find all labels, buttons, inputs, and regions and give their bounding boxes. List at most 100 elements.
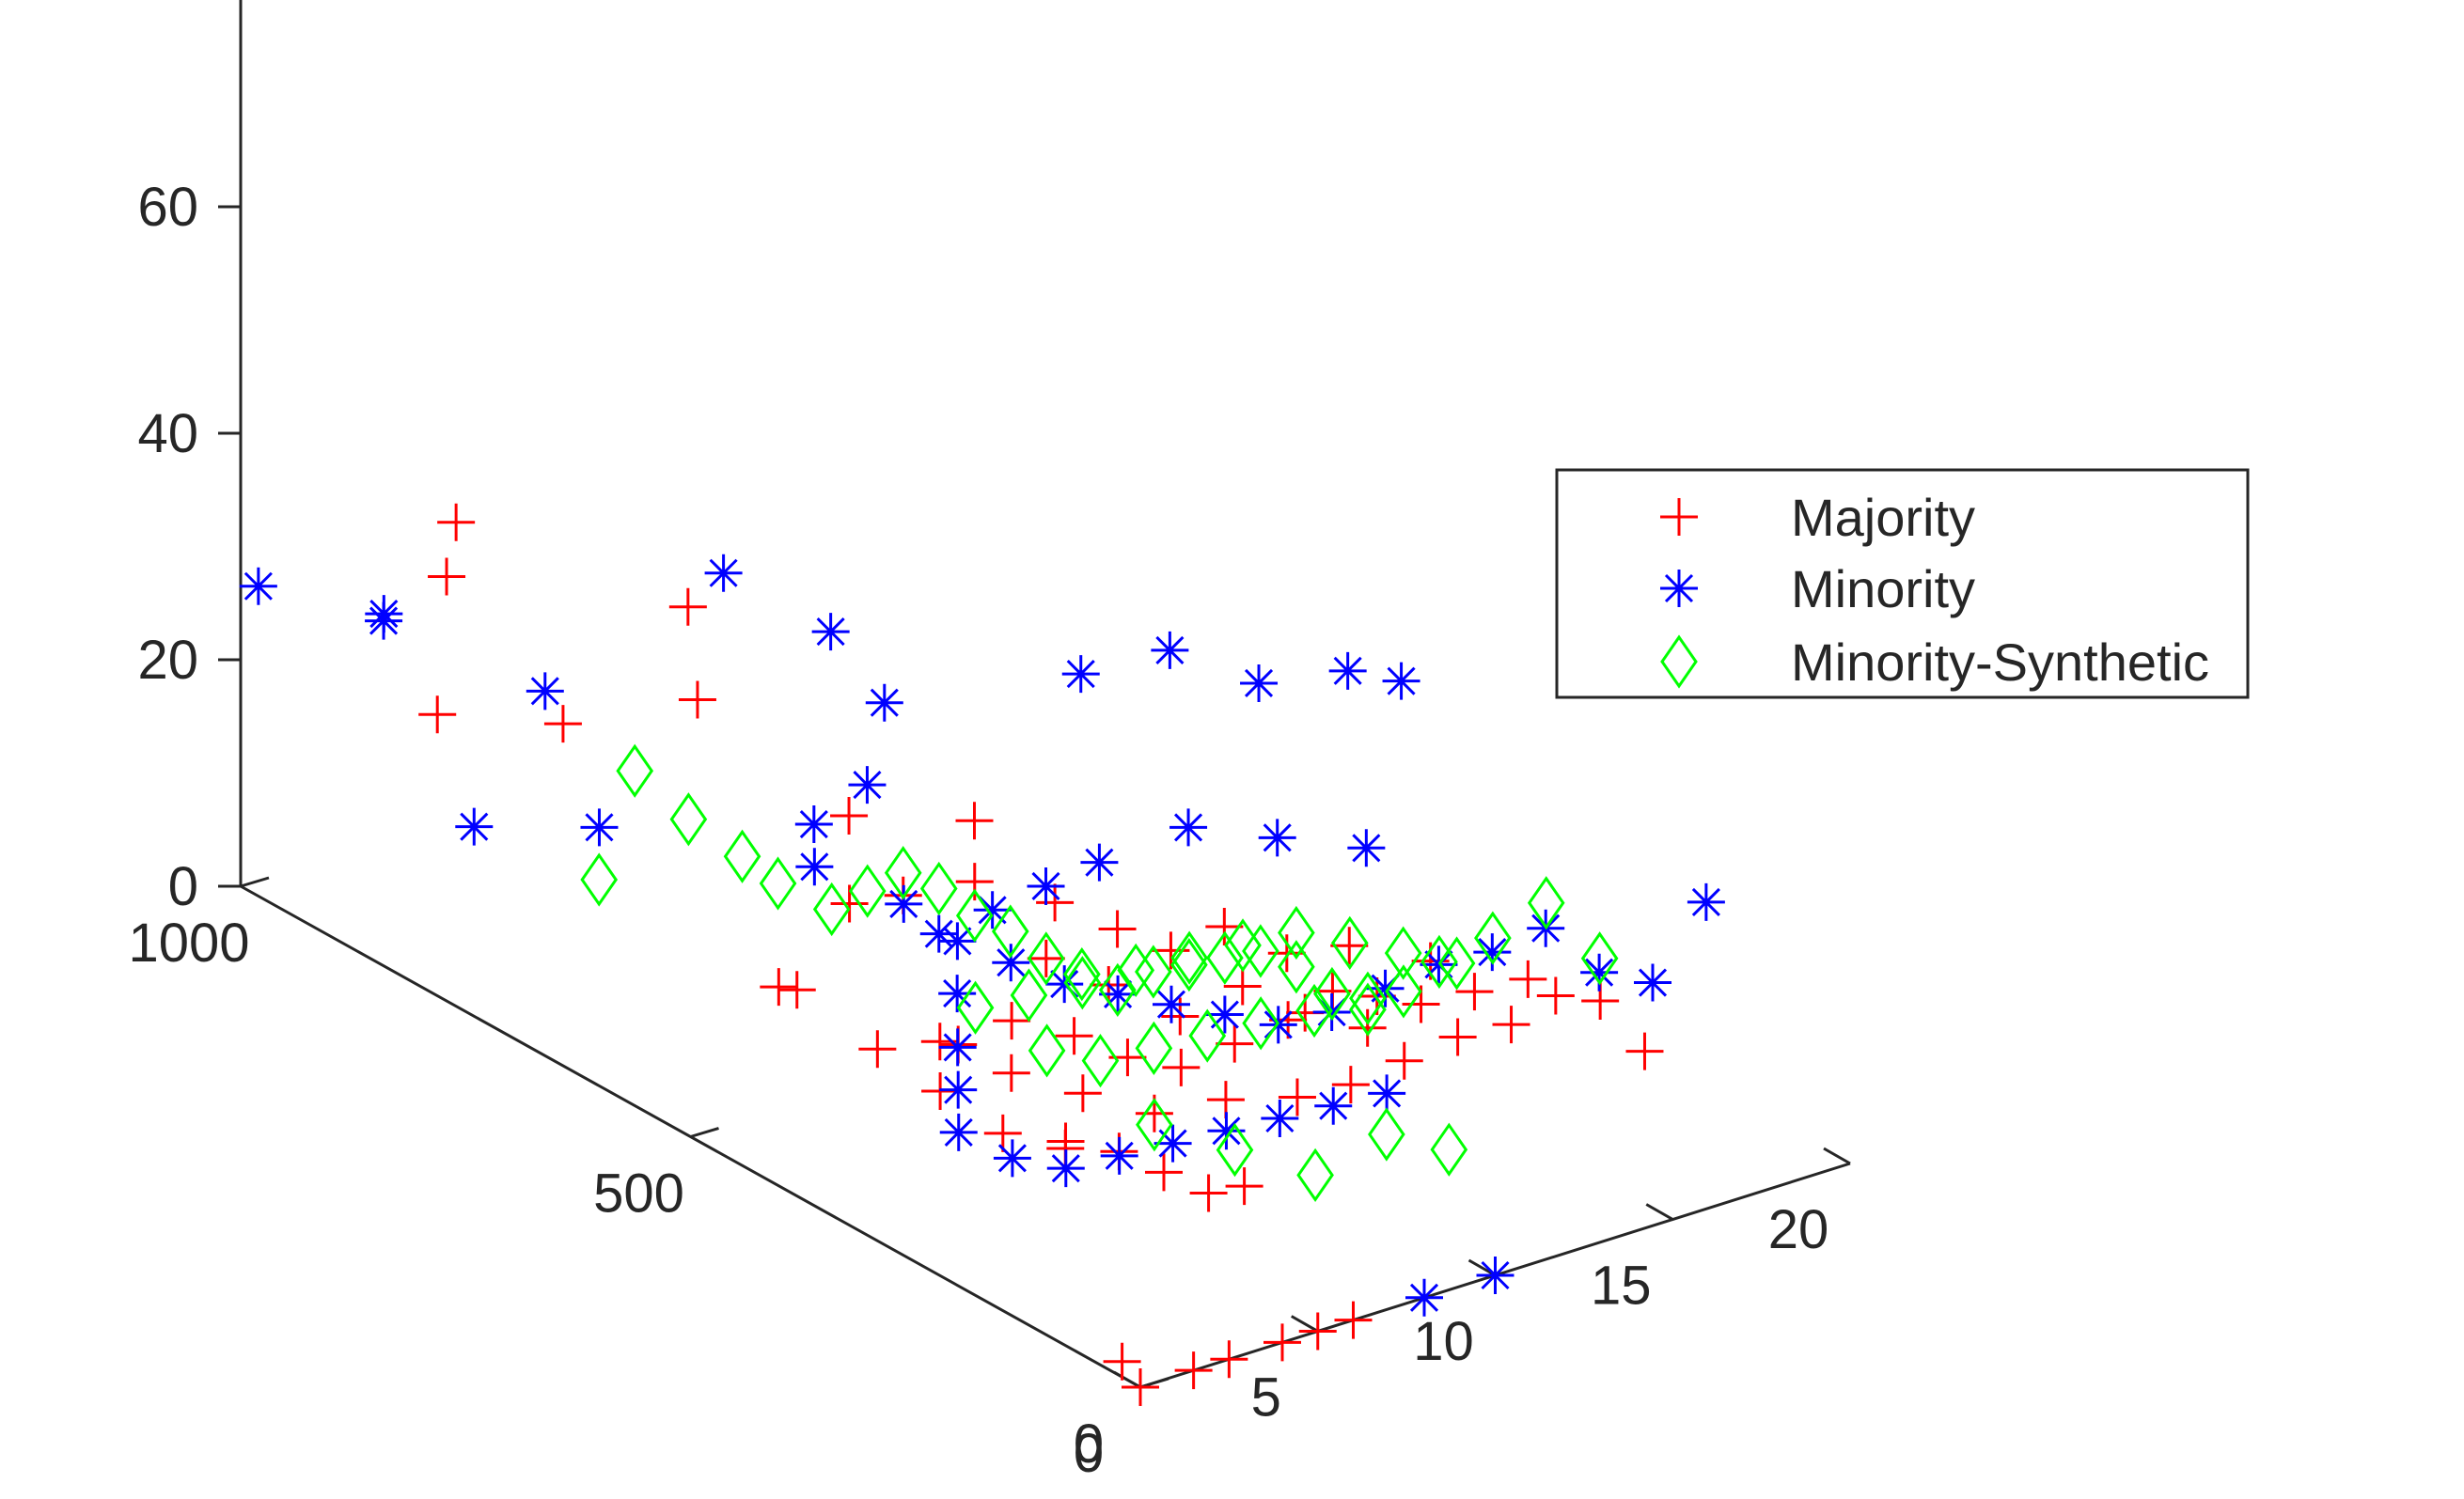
point-majority (1162, 1048, 1201, 1086)
point-minority-synthetic (1081, 1034, 1120, 1088)
point-minority (1169, 808, 1208, 847)
point-minority (365, 601, 403, 640)
point-minority (794, 805, 833, 844)
point-minority (1152, 985, 1190, 1023)
point-majority (1103, 1342, 1141, 1381)
point-minority (1687, 882, 1725, 921)
point-minority-synthetic (1224, 918, 1262, 973)
point-majority (1625, 1032, 1664, 1070)
point-majority (437, 503, 476, 541)
z-tick-label: 40 (137, 403, 198, 464)
point-minority-synthetic (1278, 905, 1315, 960)
point-minority-synthetic (1295, 983, 1333, 1038)
point-minority (973, 891, 1012, 929)
point-minority (885, 884, 923, 923)
point-minority (1207, 1112, 1246, 1150)
point-minority (993, 1139, 1031, 1178)
point-minority-synthetic (955, 888, 994, 943)
point-minority (1258, 819, 1296, 857)
point-majority (1189, 1174, 1228, 1212)
point-minority-synthetic (1384, 926, 1422, 980)
point-majority (1152, 931, 1190, 970)
point-majority (1334, 1301, 1373, 1339)
point-minority-synthetic (1117, 943, 1155, 998)
legend-item-minority-synthetic: Minority-Synthetic (1660, 632, 2209, 692)
x-tick-mark (1823, 1147, 1851, 1165)
z-tick-label: 20 (137, 630, 198, 691)
point-majority (760, 968, 798, 1007)
point-majority (1055, 1017, 1093, 1055)
point-minority (580, 808, 619, 847)
point-minority (1027, 867, 1065, 905)
point-minority-synthetic (1580, 931, 1619, 986)
point-minority-synthetic (812, 882, 851, 937)
point-majority (1385, 1041, 1423, 1080)
point-minority-synthetic (1330, 915, 1369, 970)
point-minority-synthetic (1136, 1098, 1173, 1152)
point-majority (1455, 973, 1494, 1011)
point-minority (1580, 953, 1619, 992)
point-majority (1348, 1008, 1387, 1047)
point-majority (858, 1030, 897, 1069)
point-minority-synthetic (1063, 956, 1102, 1010)
point-minority (1368, 1074, 1406, 1113)
point-majority (955, 863, 994, 901)
point-minority-synthetic (723, 829, 761, 883)
z-tick-label: 60 (137, 177, 198, 238)
legend-item-minority: Minority (1660, 559, 1975, 618)
point-minority-synthetic (919, 861, 958, 916)
y-tick-label: 500 (593, 1163, 684, 1225)
x-tick-label: 20 (1768, 1199, 1829, 1260)
z-tick-label: 80 (137, 0, 198, 11)
point-minority (1314, 1086, 1353, 1125)
point-majority (1438, 1018, 1477, 1056)
point-majority (1210, 1340, 1248, 1379)
point-minority (938, 975, 977, 1013)
legend-label-minority-synthetic: Minority-Synthetic (1791, 632, 2209, 692)
legend-label-majority: Majority (1791, 488, 1975, 547)
legend-label-minority: Minority (1791, 559, 1975, 618)
point-majority (1174, 1351, 1213, 1390)
point-minority-synthetic (1170, 930, 1208, 985)
point-minority-synthetic (1062, 946, 1101, 1002)
point-minority (1100, 1136, 1138, 1175)
point-minority (938, 1028, 977, 1067)
point-minority (938, 922, 977, 960)
point-majority (428, 557, 466, 596)
legend-item-majority: Majority (1660, 488, 1975, 547)
point-minority-synthetic (1188, 1008, 1227, 1063)
point-majority (668, 587, 707, 626)
point-minority (455, 807, 494, 846)
point-minority-synthetic (1385, 964, 1422, 1019)
point-majority (1331, 1066, 1370, 1104)
point-minority-synthetic (1135, 1021, 1173, 1076)
z-tick-label: 0 (168, 856, 198, 917)
point-majority (1492, 1006, 1530, 1044)
point-minority-synthetic (1430, 1122, 1468, 1177)
point-majority (1298, 1312, 1337, 1351)
x-tick-label: 15 (1591, 1256, 1652, 1317)
y-tick-mark (690, 1127, 719, 1138)
point-majority (992, 1054, 1030, 1092)
point-minority (811, 613, 850, 651)
point-majority (1205, 908, 1244, 946)
point-minority-synthetic (1135, 945, 1172, 999)
point-minority-synthetic (1349, 982, 1387, 1037)
point-minority-synthetic (669, 792, 708, 847)
point-minority (1382, 662, 1420, 700)
point-minority (1205, 995, 1244, 1034)
point-minority (1261, 1100, 1299, 1137)
point-minority-synthetic (884, 846, 922, 900)
x-tick-mark (1113, 1370, 1141, 1389)
point-minority (848, 766, 887, 804)
point-minority (704, 554, 743, 592)
point-majority (1509, 960, 1547, 998)
point-majority (830, 797, 869, 835)
point-minority-synthetic (1206, 930, 1244, 985)
point-majority (1098, 910, 1137, 948)
point-minority-synthetic (991, 904, 1029, 959)
point-majority (543, 705, 582, 743)
x-tick-label: 0 (1074, 1423, 1104, 1484)
point-minority (1045, 965, 1084, 1004)
